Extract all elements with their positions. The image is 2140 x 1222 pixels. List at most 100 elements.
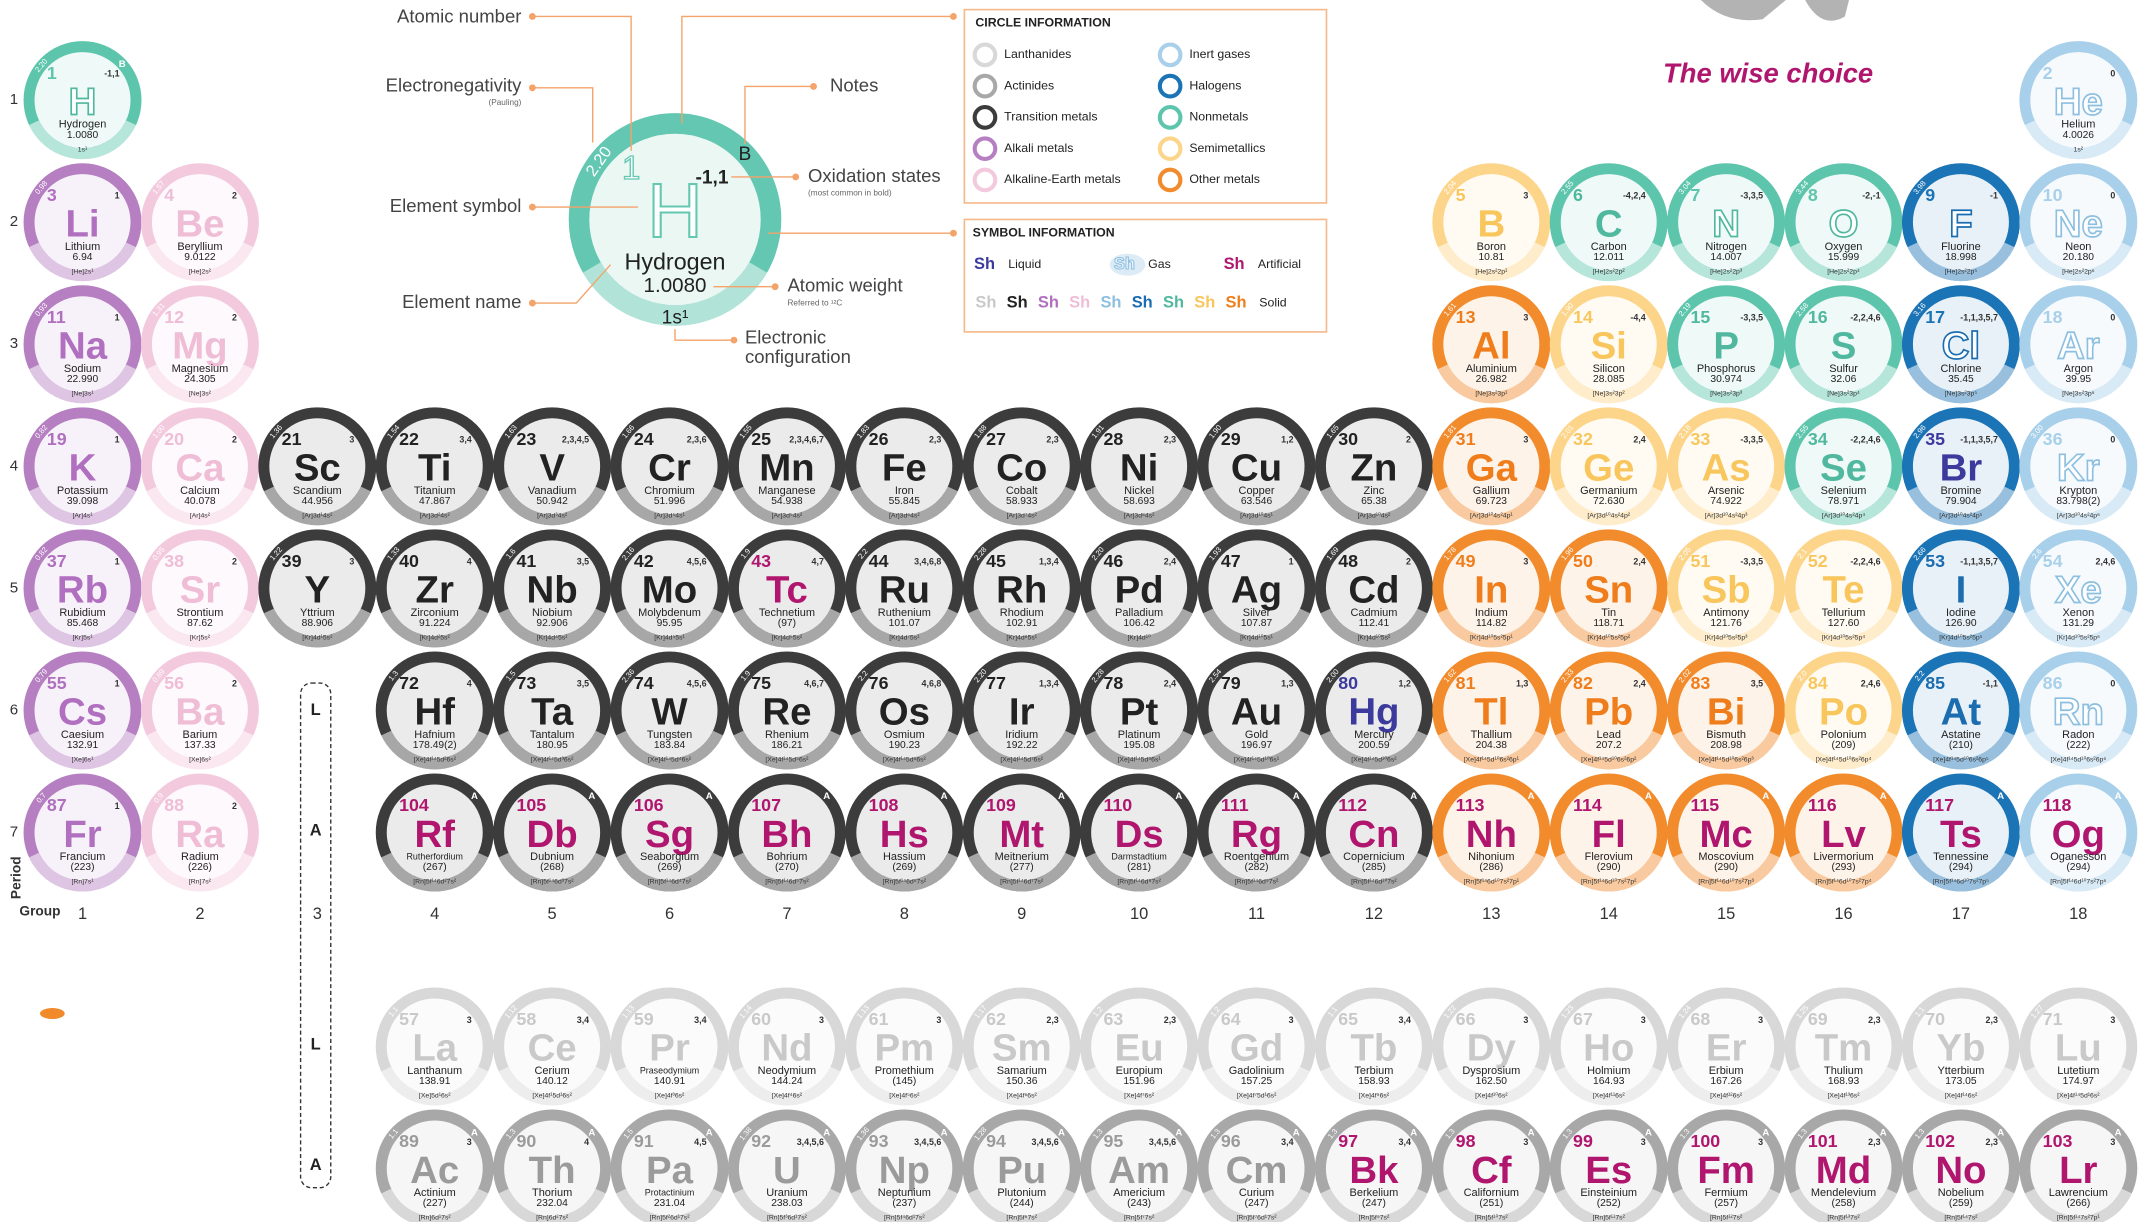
atomic-weight: 178.49(2) [413,740,457,751]
cell-ring-lower [1203,852,1310,892]
element-symbol: Ac [410,1149,459,1192]
leader-dot [949,229,957,237]
note: A [1762,1127,1769,1138]
element-symbol: Li [65,202,99,245]
cell-ring [962,1109,1081,1222]
element-name: Europium [1116,1065,1163,1077]
atomic-weight: 39.95 [2065,374,2091,385]
electron-config: [Xe]4f¹⁴5d¹⁰6s²6p⁴ [1816,756,1872,764]
legend-label: Lanthanides [1004,47,1071,61]
atomic-weight: 24.305 [184,374,216,385]
element-name: Nickel [1124,485,1154,497]
electron-config: [Xe]4f⁷6s² [1124,1093,1155,1100]
note: A [941,1127,948,1138]
oxidation-states: 3 [1758,1015,1763,1025]
group-label: 2 [195,905,204,923]
cell-ring-lower [616,852,723,892]
oxidation-states: 2,3 [1868,1015,1880,1025]
element-name: Niobium [532,607,572,619]
atomic-number: 32 [1573,429,1593,449]
legend-swatch [972,136,998,162]
element-name: Actinium [414,1187,456,1199]
electron-config: [Xe]4f¹⁴5d¹⁰6s²6p³ [1699,756,1755,764]
electron-config: [Kr]4d¹⁰5s²5p⁵ [1939,634,1982,642]
cell-ring-lower [1085,486,1193,526]
electron-config: [Kr]4d⁵5s² [772,635,803,642]
slogan: The wise choice [1663,58,1873,89]
oxidation-states: 3,4,5,6 [1032,1137,1059,1147]
oxidation-states: 2,4 [1633,557,1645,567]
element-name: Uranium [766,1187,807,1199]
element-name: Nitrogen [1705,241,1746,253]
electron-config: [Rn]5f¹⁴6d¹⁰7s² [1351,878,1397,886]
element-symbol: Rg [1231,813,1282,856]
cell-ring-lower [1437,730,1545,770]
oxidation-states: 3 [1289,1015,1294,1025]
cell-ring-lower [1085,608,1193,648]
atomic-weight: (226) [188,862,212,873]
element-symbol: Pt [1120,691,1159,734]
element-name: Xenon [2062,607,2094,619]
legend-label: Liquid [1008,257,1041,271]
element-symbol: Po [1819,691,1868,734]
oxidation-states: 2,4 [1633,435,1645,445]
electron-config: [Rn]5f⁷7s² [1124,1215,1155,1222]
element-name: Copernicium [1343,851,1405,863]
electron-config: [Kr]4d¹⁰5s²5p² [1587,634,1630,642]
element-symbol: Hg [1348,691,1399,734]
electron-config: 1s¹ [78,146,88,153]
atomic-weight: (244) [1010,1198,1034,1209]
atomic-number: 85 [1925,673,1945,693]
oxidation-states: 1,2 [1399,679,1411,689]
element-symbol: Nh [1466,813,1517,856]
element-symbol: Nd [761,1027,812,1070]
oxidation-states: 2,4,6 [2096,557,2116,567]
oxidation-states: -1,1,3,5,7 [1960,313,1998,323]
element-symbol: Cu [1231,447,1282,490]
electron-config: [Ne]3s¹ [71,390,94,397]
atomic-weight: 55.845 [889,496,921,507]
oxidation-states: 2,4,6 [1861,679,1881,689]
atomic-number: 70 [1925,1009,1945,1029]
electron-config: [Ar]4s² [190,512,211,519]
atomic-number: 7 [1690,185,1700,205]
cell-ring-lower [381,608,489,648]
cell-ring-lower [1555,852,1663,892]
atomic-weight: 6.94 [73,252,93,263]
element-symbol: Pm [874,1027,934,1070]
leader-dot [528,203,536,211]
leader [532,264,612,304]
oxidation-states: -3,3,5 [1740,313,1763,323]
oxidation-states: 2 [232,557,237,567]
legend-label: Semimetallics [1189,141,1265,155]
note: A [1880,791,1887,802]
note: A [2115,1127,2122,1138]
legend-blob [1109,253,1146,276]
atomic-number: 87 [47,795,67,815]
legend-label: Solid [1259,295,1287,309]
element-name: Silicon [1593,363,1625,375]
element-symbol: Ar [2057,324,2100,367]
cell-ring-lower [146,608,254,648]
electron-config: [Kr]4d⁵5s¹ [654,635,685,642]
electron-config: [Rn]5f¹⁴7s² [1944,1215,1978,1222]
electron-config: [Kr]5s¹ [72,635,93,642]
atomic-number: 106 [634,795,664,815]
element-symbol: Th [529,1149,576,1192]
electron-config: [Xe]4f¹⁴5d⁷6s² [1000,757,1043,764]
atomic-weight: 144.24 [771,1076,803,1087]
atomic-weight: 22.990 [67,374,99,385]
electron-config: [Rn]5f¹⁴6d⁹7s² [1235,879,1279,886]
atomic-number: 72 [399,673,419,693]
electron-config: [Xe]4f¹⁴6s² [1945,1093,1978,1100]
electron-config: [Ar]3d¹⁰4s² [1358,511,1392,519]
atomic-weight: (270) [775,862,799,873]
atomic-number: 97 [1338,1131,1358,1151]
electron-config: [Rn]5f¹⁴6d¹⁰7s²7p³ [1698,878,1754,886]
